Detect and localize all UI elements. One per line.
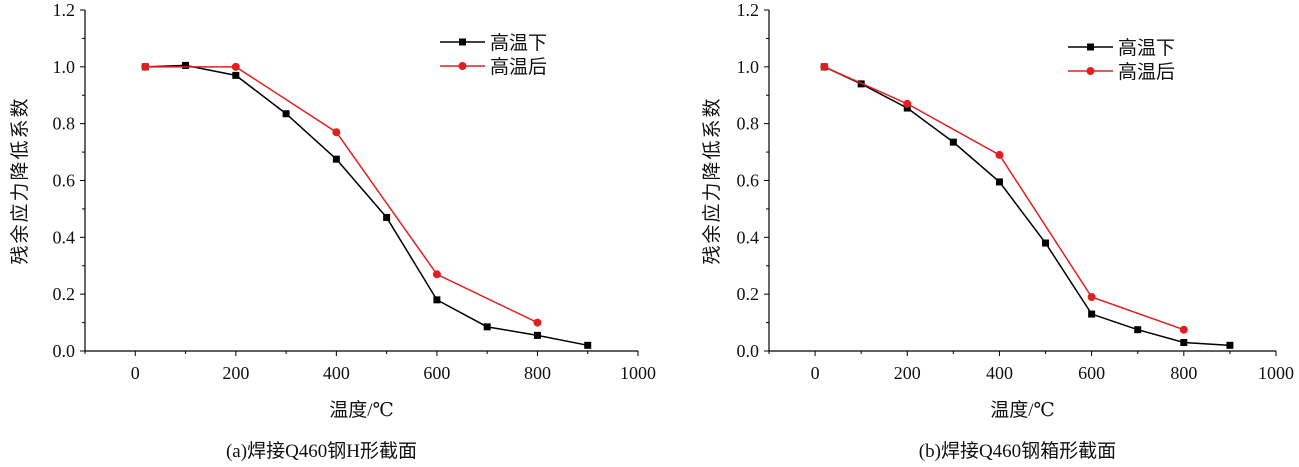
x-axis-label: 温度/℃	[990, 399, 1055, 421]
chart-panel-a: 0.0 0.2 0.4 0.6 0.8 1.0 1.2 0 200 400 600 800 1000 温度…	[9, 0, 656, 462]
y-tick-label: 0.4	[737, 227, 760, 247]
y-tick-label: 0.8	[53, 114, 76, 134]
legend-marker-circle	[1086, 67, 1095, 75]
y-tick-label: 1.2	[737, 0, 760, 20]
series-line	[823, 66, 1230, 347]
legend-marker-square	[1087, 43, 1094, 51]
legend-label: 高温后	[1118, 61, 1175, 83]
y-tick-label: 0.0	[737, 341, 760, 361]
y-axis-label: 残余应力降低系数	[701, 96, 723, 264]
series-line	[145, 64, 588, 347]
data-point-circle	[1179, 325, 1188, 334]
y-tick-label: 0.4	[53, 227, 76, 247]
data-point-square	[1134, 326, 1142, 334]
data-point-circle	[141, 62, 150, 71]
data-point-square	[332, 155, 340, 163]
x-tick-label: 0	[811, 363, 820, 383]
data-point-circle	[231, 62, 240, 71]
y-tick-label: 1.0	[53, 57, 76, 77]
data-point-square	[182, 61, 190, 69]
data-point-square	[995, 178, 1003, 186]
x-tick-label: 1000	[620, 363, 656, 383]
data-point-circle	[332, 128, 341, 137]
panel-caption: (a)焊接Q460钢H形截面	[226, 440, 417, 462]
y-tick-label: 0.2	[53, 284, 76, 304]
legend-label: 高温下	[490, 32, 547, 54]
x-tick-label: 800	[524, 363, 551, 383]
y-tick-label: 0.8	[737, 114, 760, 134]
x-tick-label: 800	[1170, 363, 1197, 383]
y-tick-label: 1.2	[53, 0, 76, 20]
y-axis-label: 残余应力降低系数	[9, 96, 31, 264]
data-point-square	[282, 110, 290, 118]
series-high-temp-after	[141, 62, 542, 327]
series-line	[145, 66, 538, 324]
data-point-circle	[995, 150, 1004, 159]
x-tick-label: 400	[986, 363, 1013, 383]
data-point-square	[1226, 341, 1234, 349]
x-tick-label: 600	[1078, 363, 1105, 383]
data-point-square	[584, 341, 592, 349]
data-point-circle	[432, 270, 441, 279]
x-tick-label: 0	[131, 363, 140, 383]
x-tick-label: 200	[222, 363, 249, 383]
series-high-temp-after	[820, 62, 1188, 334]
y-tick-label: 0.6	[737, 171, 760, 191]
data-point-circle	[533, 318, 542, 327]
x-tick-label: 1000	[1258, 363, 1294, 383]
panel-caption: (b)焊接Q460钢箱形截面	[919, 440, 1116, 462]
series-line	[824, 66, 1185, 331]
data-point-circle	[1087, 293, 1096, 302]
data-point-square	[383, 213, 391, 221]
data-point-circle	[903, 99, 912, 108]
y-tick-label: 0.2	[737, 284, 760, 304]
data-point-square	[903, 104, 911, 112]
data-point-square	[1180, 338, 1188, 346]
data-point-square	[232, 71, 240, 79]
data-point-square	[533, 331, 541, 339]
series-high-temp-under	[141, 61, 592, 349]
data-point-square	[949, 138, 957, 146]
y-tick-label: 0.6	[53, 171, 76, 191]
legend-marker-circle	[458, 62, 467, 70]
y-tick-label: 1.0	[737, 57, 760, 77]
x-tick-label: 200	[894, 363, 921, 383]
data-point-square	[1042, 239, 1050, 247]
chart-panel-b: 0.0 0.2 0.4 0.6 0.8 1.0 1.2 0 200 400 600 800 1000 温度…	[701, 0, 1294, 462]
data-point-circle	[820, 62, 829, 71]
legend-label: 高温后	[490, 56, 547, 78]
legend-label: 高温下	[1118, 37, 1175, 59]
data-point-square	[1088, 310, 1096, 318]
legend-marker-square	[459, 38, 466, 46]
y-tick-label: 0.0	[53, 341, 76, 361]
x-tick-label: 400	[323, 363, 350, 383]
x-axis-label: 温度/℃	[329, 399, 394, 421]
series-high-temp-under	[820, 63, 1234, 349]
x-tick-label: 600	[423, 363, 450, 383]
data-point-square	[433, 296, 441, 304]
data-point-square	[483, 323, 491, 331]
